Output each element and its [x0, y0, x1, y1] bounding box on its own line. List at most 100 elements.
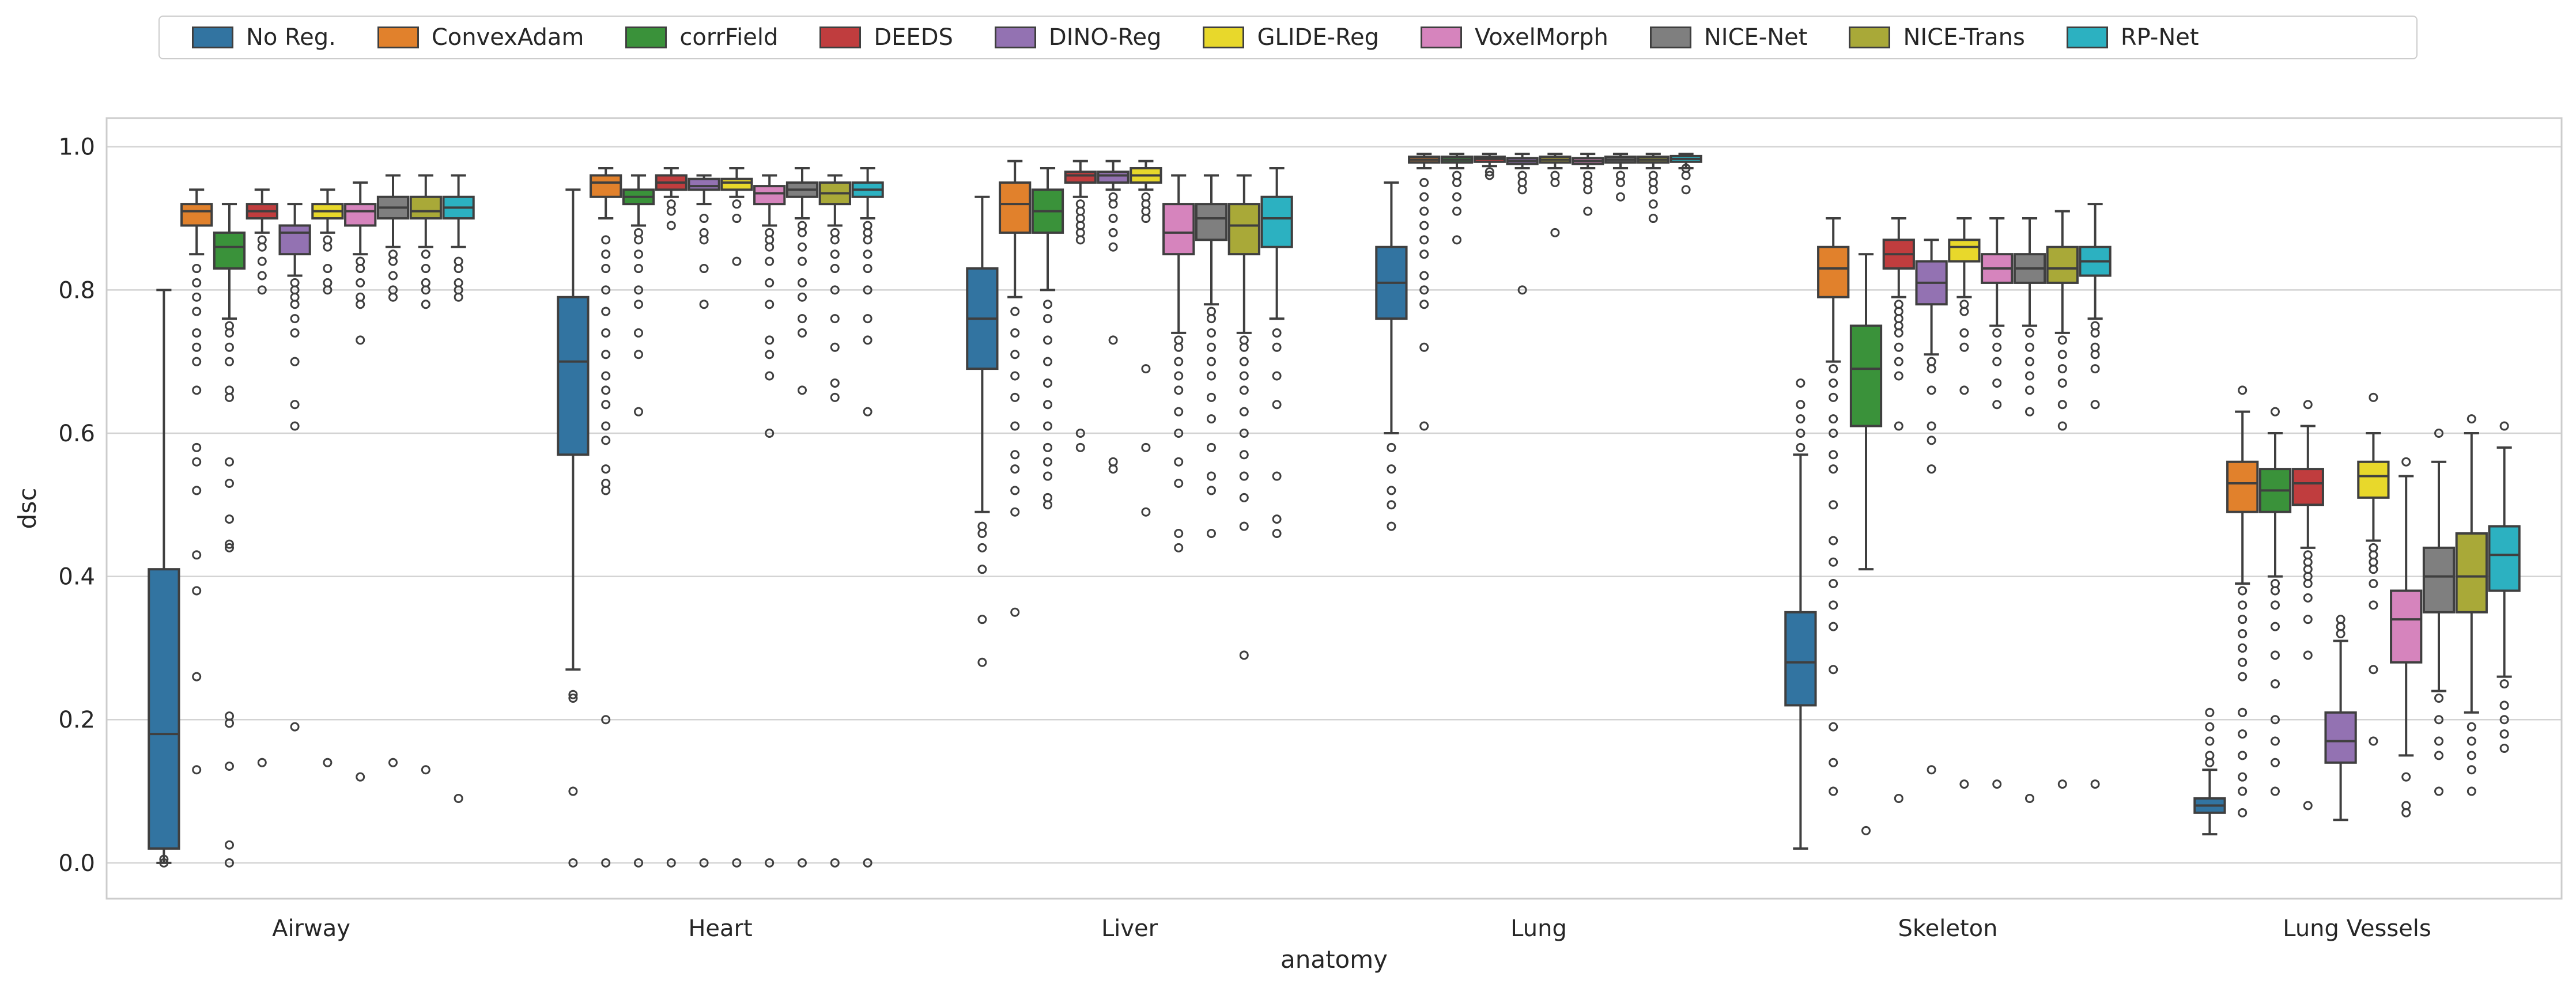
outlier-convexadam-airway	[192, 385, 202, 395]
outlier-voxelmorph-lung-vessels	[2401, 457, 2411, 467]
outlier-convexadam-lung-vessels	[2238, 786, 2248, 796]
outlier-nice-trans-skeleton	[2057, 335, 2067, 345]
outlier-no-reg-skeleton	[1796, 400, 1806, 410]
outlier-no-reg-lung	[1387, 500, 1396, 510]
outlier-convexadam-airway	[192, 550, 202, 560]
outlier-glide-reg-lung	[1550, 228, 1560, 237]
outlier-dino-reg-heart	[699, 214, 709, 224]
outlier-rp-net-lung-vessels	[2499, 421, 2509, 431]
outlier-nice-trans-heart	[830, 378, 840, 388]
legend-swatch	[1203, 26, 1245, 48]
outlier-convexadam-lung	[1419, 421, 1429, 431]
outlier-deeds-lung-vessels	[2303, 801, 2313, 811]
outlier-nice-net-lung-vessels	[2434, 786, 2443, 796]
outlier-convexadam-airway	[192, 357, 202, 366]
outlier-deeds-heart	[666, 199, 676, 209]
outlier-corrfield-airway	[225, 539, 234, 549]
outlier-glide-reg-lung-vessels	[2369, 665, 2378, 675]
outlier-nice-net-liver	[1207, 306, 1216, 316]
outlier-nice-trans-airway	[421, 264, 430, 274]
outlier-dino-reg-heart	[699, 228, 709, 237]
outlier-corrfield-heart	[634, 285, 643, 295]
outlier-nice-trans-liver	[1239, 371, 1249, 381]
legend-item-convexadam: ConvexAdam	[377, 24, 584, 51]
outlier-nice-trans-liver	[1239, 450, 1249, 460]
outlier-no-reg-liver	[977, 521, 987, 531]
outlier-no-reg-lung-vessels	[2205, 707, 2215, 717]
outlier-convexadam-airway	[192, 278, 202, 287]
outlier-convexadam-lung-vessels	[2238, 615, 2248, 624]
outlier-convexadam-lung-vessels	[2238, 643, 2248, 653]
outlier-deeds-airway	[257, 256, 267, 266]
outlier-voxelmorph-skeleton	[1992, 328, 2002, 338]
box-nice-trans-skeleton	[2046, 245, 2079, 284]
legend-swatch	[1649, 26, 1691, 48]
outlier-convexadam-skeleton	[1829, 600, 1838, 610]
outlier-rp-net-lung-vessels	[2499, 679, 2509, 689]
outlier-corrfield-airway	[225, 321, 234, 331]
outlier-nice-trans-lung	[1648, 214, 1658, 224]
outlier-corrfield-lung-vessels	[2271, 622, 2280, 631]
outlier-nice-net-skeleton	[2025, 342, 2034, 352]
outlier-glide-reg-airway	[323, 758, 333, 767]
outlier-nice-net-airway	[388, 285, 398, 295]
outlier-deeds-liver	[1075, 199, 1085, 209]
outlier-rp-net-liver	[1272, 328, 1282, 338]
outlier-voxelmorph-lung	[1583, 206, 1593, 216]
outlier-glide-reg-lung	[1550, 171, 1560, 180]
outlier-voxelmorph-liver	[1174, 529, 1184, 539]
outlier-nice-net-heart	[798, 858, 807, 868]
legend-label: No Reg.	[246, 24, 336, 51]
outlier-convexadam-lung-vessels	[2238, 600, 2248, 610]
outlier-nice-net-lung-vessels	[2434, 736, 2443, 746]
outlier-deeds-heart	[666, 858, 676, 868]
outlier-rp-net-lung-vessels	[2499, 729, 2509, 739]
outlier-convexadam-heart	[601, 478, 611, 488]
outlier-nice-trans-heart	[830, 392, 840, 402]
outlier-voxelmorph-skeleton	[1992, 400, 2002, 410]
outlier-voxelmorph-heart	[765, 300, 775, 309]
outlier-voxelmorph-liver	[1174, 407, 1184, 417]
outlier-nice-net-liver	[1207, 471, 1216, 481]
legend-item-rp-net: RP-Net	[2066, 24, 2199, 51]
box-glide-reg-heart	[720, 177, 753, 191]
box-dino-reg-airway	[278, 224, 311, 256]
outlier-rp-net-heart	[863, 249, 872, 259]
legend-item-nice-net: NICE-Net	[1649, 24, 1807, 51]
outlier-corrfield-airway	[225, 543, 234, 552]
outlier-glide-reg-skeleton	[1959, 300, 1969, 309]
outlier-convexadam-airway	[192, 292, 202, 302]
outlier-convexadam-lung-vessels	[2238, 586, 2248, 596]
outlier-dino-reg-lung	[1517, 171, 1527, 180]
outlier-convexadam-airway	[192, 328, 202, 338]
x-tick-label-lung-vessels: Lung Vessels	[2283, 915, 2431, 942]
outlier-nice-net-heart	[798, 385, 807, 395]
outlier-no-reg-liver	[977, 657, 987, 667]
outlier-deeds-heart	[666, 221, 676, 230]
outlier-rp-net-liver	[1272, 529, 1282, 539]
outlier-convexadam-skeleton	[1829, 536, 1838, 546]
box-convexadam-heart	[590, 174, 622, 198]
outlier-convexadam-lung-vessels	[2238, 808, 2248, 817]
outlier-corrfield-lung-vessels	[2271, 600, 2280, 610]
outlier-corrfield-lung	[1452, 206, 1461, 216]
outlier-convexadam-lung-vessels	[2238, 729, 2248, 739]
outlier-dino-reg-heart	[699, 264, 709, 274]
outlier-corrfield-lung-vessels	[2271, 650, 2280, 660]
outlier-nice-trans-liver	[1239, 428, 1249, 438]
outlier-rp-net-heart	[863, 314, 872, 324]
outlier-convexadam-skeleton	[1829, 428, 1838, 438]
box-deeds-lung-vessels	[2291, 468, 2324, 506]
outlier-dino-reg-skeleton	[1927, 464, 1936, 474]
outlier-rp-net-lung-vessels	[2499, 715, 2509, 725]
outlier-no-reg-liver	[977, 565, 987, 574]
outlier-nice-net-lung-vessels	[2434, 428, 2443, 438]
box-convexadam-lung-vessels	[2226, 460, 2259, 513]
outlier-nice-net-liver	[1207, 529, 1216, 539]
outlier-dino-reg-liver	[1108, 335, 1118, 345]
outlier-no-reg-lung	[1387, 442, 1396, 452]
y-tick-label: 0.6	[58, 421, 95, 447]
y-tick-label: 1.0	[58, 134, 95, 161]
outlier-dino-reg-skeleton	[1927, 385, 1936, 395]
outlier-glide-reg-airway	[323, 278, 333, 287]
